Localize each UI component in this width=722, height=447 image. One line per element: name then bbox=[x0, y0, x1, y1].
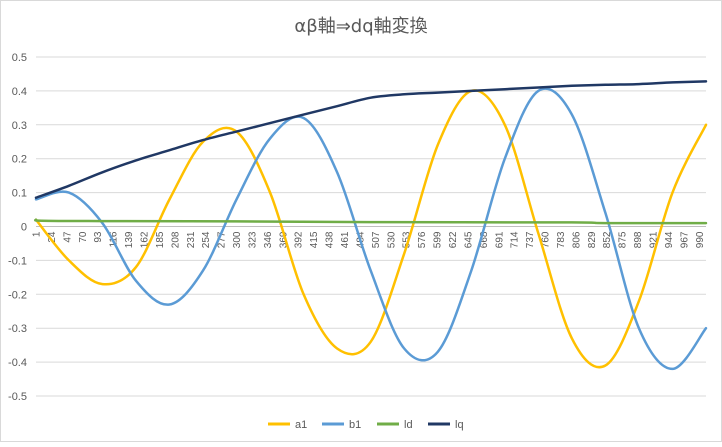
x-tick-label: 530 bbox=[386, 231, 397, 248]
x-tick-label: 93 bbox=[93, 231, 104, 243]
x-tick-label: 346 bbox=[263, 231, 274, 248]
series-line-ld bbox=[34, 218, 708, 225]
legend-label-ld: ld bbox=[404, 419, 413, 431]
series-line-lq bbox=[34, 80, 708, 199]
x-tick-label: 898 bbox=[633, 231, 644, 248]
x-tick-label: 599 bbox=[433, 231, 444, 248]
x-tick-label: 24 bbox=[47, 231, 58, 243]
x-tick-label: 967 bbox=[679, 231, 690, 248]
x-tick-label: 829 bbox=[587, 231, 598, 248]
series-line-a1 bbox=[34, 89, 708, 369]
series-lines bbox=[34, 80, 708, 371]
x-tick-label: 852 bbox=[602, 231, 613, 248]
y-tick-label: 0 bbox=[21, 222, 27, 234]
y-tick-label: -0.1 bbox=[8, 255, 27, 267]
x-tick-label: 254 bbox=[201, 231, 212, 248]
y-tick-label: 0.1 bbox=[12, 188, 27, 200]
x-tick-label: 277 bbox=[217, 231, 228, 248]
x-tick-label: 139 bbox=[124, 231, 135, 248]
y-tick-label: -0.2 bbox=[8, 289, 27, 301]
x-tick-label: 392 bbox=[294, 231, 305, 248]
x-tick-label: 691 bbox=[494, 231, 505, 248]
x-tick-label: 760 bbox=[541, 231, 552, 248]
x-tick-label: 438 bbox=[325, 231, 336, 248]
x-tick-label: 70 bbox=[78, 231, 89, 243]
x-tick-label: 553 bbox=[402, 231, 413, 248]
x-tick-label: 415 bbox=[309, 231, 320, 248]
x-tick-label: 461 bbox=[340, 231, 351, 248]
x-tick-label: 47 bbox=[62, 231, 73, 243]
y-tick-label: 0.5 bbox=[12, 52, 27, 64]
x-tick-label: 990 bbox=[695, 231, 706, 248]
y-tick-label: 0.2 bbox=[12, 154, 27, 166]
y-tick-label: -0.5 bbox=[8, 391, 27, 403]
legend-label-a1: a1 bbox=[295, 419, 307, 431]
x-tick-label: 1 bbox=[32, 231, 43, 237]
x-tick-label: 208 bbox=[170, 231, 181, 248]
x-tick-label: 783 bbox=[556, 231, 567, 248]
chart-title: αβ軸⇒dq軸変換 bbox=[294, 16, 427, 37]
legend-label-b1: b1 bbox=[349, 419, 361, 431]
x-tick-label: 300 bbox=[232, 231, 243, 248]
x-tick-label: 668 bbox=[479, 231, 490, 248]
x-tick-label: 875 bbox=[618, 231, 629, 248]
x-axis-ticks: 1 24 47 70 93 116 139 162 185 208 231 254 277 300 323 3… bbox=[32, 231, 706, 248]
legend-label-lq: lq bbox=[455, 419, 464, 431]
x-tick-label: 737 bbox=[525, 231, 536, 248]
x-tick-label: 369 bbox=[278, 231, 289, 248]
x-tick-label: 622 bbox=[448, 231, 459, 248]
x-tick-label: 576 bbox=[417, 231, 428, 248]
y-tick-label: 0.3 bbox=[12, 120, 27, 132]
x-tick-label: 921 bbox=[649, 231, 660, 248]
x-tick-label: 507 bbox=[371, 231, 382, 248]
legend: a1 b1 ld lq bbox=[268, 419, 464, 431]
y-tick-label: 0.4 bbox=[12, 86, 27, 98]
x-tick-label: 806 bbox=[571, 231, 582, 248]
x-tick-label: 645 bbox=[463, 231, 474, 248]
x-tick-label: 323 bbox=[247, 231, 258, 248]
x-tick-label: 162 bbox=[139, 231, 150, 248]
y-axis-ticks: 0.5 0.4 0.3 0.2 0.1 0 -0.1 -0.2 -0.3 -0.4 -0.5 bbox=[8, 52, 27, 403]
x-tick-label: 185 bbox=[155, 231, 166, 248]
x-tick-label: 714 bbox=[510, 231, 521, 248]
x-tick-label: 231 bbox=[186, 231, 197, 248]
y-tick-label: -0.3 bbox=[8, 323, 27, 335]
y-tick-label: -0.4 bbox=[8, 357, 27, 369]
x-tick-label: 944 bbox=[664, 231, 675, 248]
series-line-b1 bbox=[34, 87, 708, 371]
x-tick-label: 116 bbox=[109, 231, 120, 247]
